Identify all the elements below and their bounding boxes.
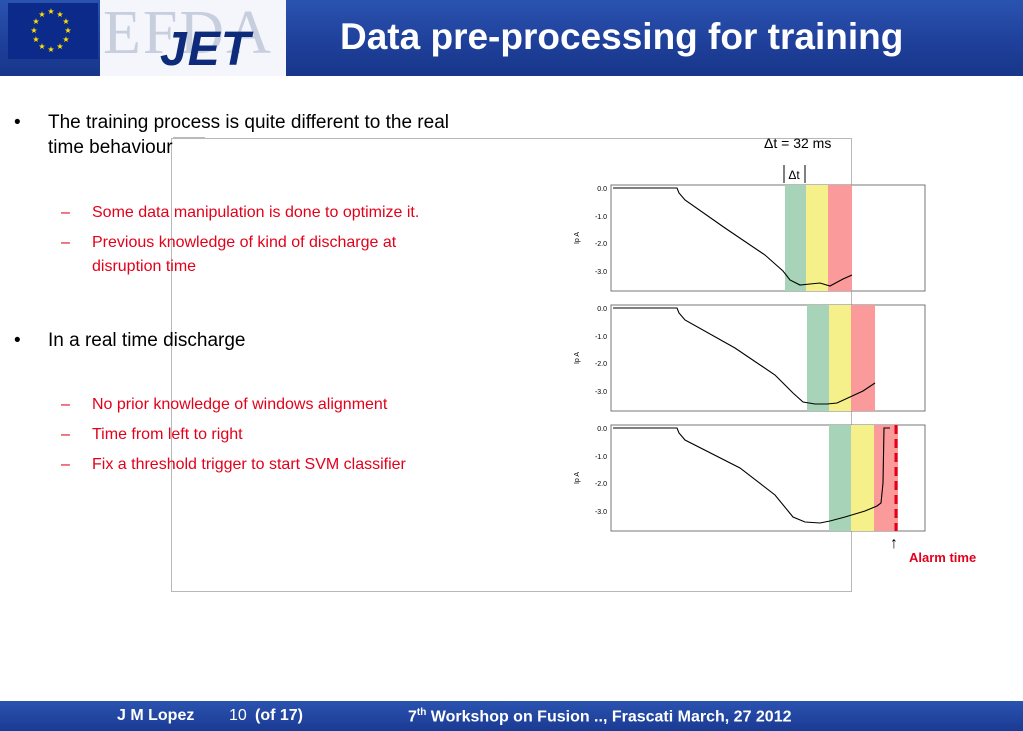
footer-page-number: 10 xyxy=(229,707,247,724)
svg-text:★: ★ xyxy=(56,42,63,51)
plot-1-axes xyxy=(610,184,926,292)
sub-bullet-dash: – xyxy=(61,234,70,251)
sub-bullet-data-manipulation: – Some data manipulation is done to opti… xyxy=(61,201,562,225)
slide-title: Data pre-processing for training xyxy=(340,16,904,57)
plot-1-window-yellow xyxy=(806,185,828,291)
delta-t-label: Δt = 32 ms xyxy=(764,135,832,151)
header-bar: ★ ★ ★ ★ ★ ★ ★ ★ ★ ★ ★ ★ EFDA JET Data pr… xyxy=(0,0,1023,76)
svg-text:★: ★ xyxy=(32,35,39,44)
footer-page-total: (of 17) xyxy=(255,707,303,724)
sub-bullet-dash: – xyxy=(61,396,70,413)
sub-bullet-dash: – xyxy=(61,456,70,473)
bullet-training-process: • The training process is quite differen… xyxy=(14,110,568,160)
svg-text:★: ★ xyxy=(47,7,54,16)
footer-workshop-rest: Workshop on Fusion .., Frascati March, 2… xyxy=(426,708,792,726)
footer-bar xyxy=(0,701,1023,731)
svg-text:★: ★ xyxy=(30,26,37,35)
svg-text:★: ★ xyxy=(38,10,45,19)
plot-1-signal xyxy=(613,187,853,287)
ytick-label: -2.0 xyxy=(595,361,607,368)
sub-bullet-time-left-right: – Time from left to right xyxy=(61,423,562,447)
bullet-real-time-discharge: • In a real time discharge xyxy=(14,328,548,353)
bullet-dot: • xyxy=(14,112,21,133)
figure-frame-tab xyxy=(173,137,205,142)
svg-text:★: ★ xyxy=(32,17,39,26)
svg-text:★: ★ xyxy=(38,42,45,51)
ylabel: Ip A xyxy=(574,352,581,364)
jet-logo-text: JET xyxy=(160,23,252,76)
plot-1-window-red xyxy=(828,185,852,291)
ytick-label: -1.0 xyxy=(595,454,607,461)
efda-logo-text: EFDA xyxy=(103,0,273,67)
plot-2-window-red xyxy=(851,305,875,411)
sub-bullet-previous-knowledge: – Previous knowledge of kind of discharg… xyxy=(61,231,562,279)
sub-bullet-text: Some data manipulation is done to optimi… xyxy=(92,204,420,221)
ytick-label: -3.0 xyxy=(595,269,607,276)
ytick-label: -2.0 xyxy=(595,481,607,488)
ytick-label: 0.0 xyxy=(597,426,607,433)
svg-text:★: ★ xyxy=(47,45,54,54)
svg-text:★: ★ xyxy=(62,35,69,44)
svg-text:★: ★ xyxy=(62,17,69,26)
plot-2-window-green xyxy=(807,305,829,411)
plot-3-window-yellow xyxy=(851,425,874,531)
bullet-dot: • xyxy=(14,330,21,351)
svg-text:★: ★ xyxy=(56,10,63,19)
sub-bullet-dash: – xyxy=(61,426,70,443)
svg-text:★: ★ xyxy=(64,26,71,35)
plot-3-window-green xyxy=(829,425,851,531)
sub-bullet-text-line2: disruption time xyxy=(92,258,197,275)
footer-author: J M Lopez xyxy=(117,707,195,724)
sub-bullet-dash: – xyxy=(61,204,70,221)
ytick-label: -1.0 xyxy=(595,214,607,221)
plot-3: 0.0 -1.0 -2.0 -3.0 Ip A xyxy=(574,424,926,532)
plot-1: 0.0 -1.0 -2.0 -3.0 Ip A xyxy=(574,184,926,292)
plot-3-window-red xyxy=(874,425,898,531)
plot-3-signal xyxy=(613,427,890,524)
ytick-label: -3.0 xyxy=(595,509,607,516)
ylabel: Ip A xyxy=(574,232,581,244)
sub-bullet-threshold-trigger: – Fix a threshold trigger to start SVM c… xyxy=(61,453,562,477)
footer-workshop-sup: th xyxy=(416,707,427,718)
sub-bullet-no-prior-knowledge: – No prior knowledge of windows alignmen… xyxy=(61,393,562,417)
ytick-label: -3.0 xyxy=(595,389,607,396)
plot-2-axes xyxy=(610,304,926,412)
ytick-label: 0.0 xyxy=(597,186,607,193)
logo-background xyxy=(100,0,286,76)
bullet-text: In a real time discharge xyxy=(48,330,246,351)
delta-t-short-label: Δt xyxy=(788,168,800,182)
sub-bullet-text: No prior knowledge of windows alignment xyxy=(92,396,388,413)
footer-workshop: 7th Workshop on Fusion .., Frascati Marc… xyxy=(408,707,792,726)
eu-flag-logo: ★ ★ ★ ★ ★ ★ ★ ★ ★ ★ ★ ★ xyxy=(8,3,98,59)
sub-bullet-text: Fix a threshold trigger to start SVM cla… xyxy=(92,456,406,473)
bullet-text-line1: The training process is quite different … xyxy=(48,112,449,133)
sub-bullet-text: Time from left to right xyxy=(92,426,243,443)
footer-workshop-num: 7 xyxy=(408,708,417,726)
ytick-label: -2.0 xyxy=(595,241,607,248)
ylabel: Ip A xyxy=(574,472,581,484)
plot-1-window-green xyxy=(785,185,806,291)
bullet-text-line2: time behaviour xyxy=(48,137,173,158)
plot-2: 0.0 -1.0 -2.0 -3.0 Ip A xyxy=(574,304,926,412)
sub-bullet-text-line1: Previous knowledge of kind of discharge … xyxy=(92,234,397,251)
plot-2-window-yellow xyxy=(829,305,851,411)
alarm-time-label: Alarm time xyxy=(909,550,977,565)
ytick-label: 0.0 xyxy=(597,306,607,313)
alarm-arrow-icon: ↑ xyxy=(890,535,898,552)
plasma-current-plots: Δt 0.0 -1.0 -2.0 -3.0 Ip A 0.0 -1.0 -2.0… xyxy=(574,165,926,532)
plot-2-signal xyxy=(613,307,876,405)
ytick-label: -1.0 xyxy=(595,334,607,341)
